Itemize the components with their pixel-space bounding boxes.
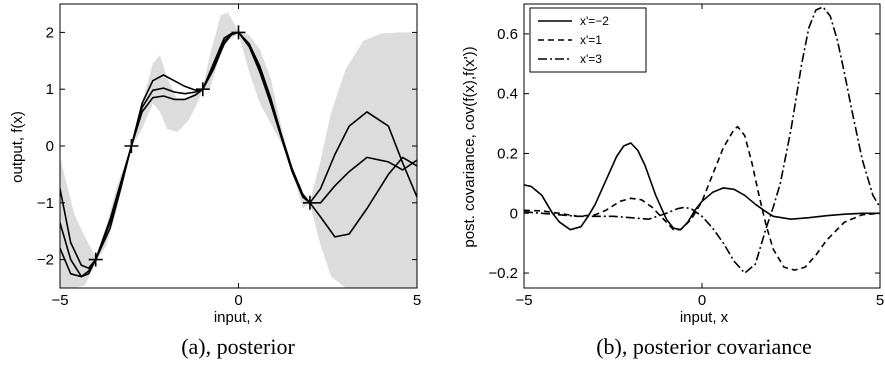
posterior-xlabel: input, x <box>214 309 263 326</box>
y-tick-label: 0 <box>510 205 518 222</box>
series-line-1 <box>524 142 880 231</box>
confidence-band <box>60 12 417 288</box>
legend-label: x'=3 <box>580 52 602 66</box>
covariance-caption: (b), posterior covariance <box>596 334 812 359</box>
covariance-ylabel: post. covariance, cov(f(x),f(x')) <box>461 46 478 247</box>
posterior-chart: −5 0 5 −2 −1 0 1 2 input, x output, f(x) (a), p… <box>9 3 421 359</box>
x-tick-label: 0 <box>234 292 242 309</box>
series-line-3 <box>524 6 880 274</box>
x-tick-label: 0 <box>698 292 706 309</box>
x-tick-label: 5 <box>876 292 884 309</box>
observation-marker <box>195 82 210 97</box>
y-tick-label: 0.4 <box>497 86 518 103</box>
posterior-plot-area: −5 0 5 −2 −1 0 1 2 <box>37 3 421 309</box>
y-tick-label: 0.2 <box>497 145 518 162</box>
series-line-2 <box>524 125 880 271</box>
x-tick-label: −5 <box>51 292 68 309</box>
sample-function-1 <box>60 31 417 269</box>
y-tick-label: −2 <box>37 252 54 269</box>
legend-label: x'=−2 <box>580 14 609 28</box>
y-tick-label: −1 <box>37 195 54 212</box>
covariance-plot-area: −5 0 5 −0.2 0 0.2 0.4 0.6 x'=−2 x'=1 x'=3 <box>488 3 884 309</box>
covariance-xlabel: input, x <box>680 309 729 326</box>
y-tick-label: 0 <box>46 138 54 155</box>
x-tick-label: 5 <box>413 292 421 309</box>
y-tick-label: 2 <box>46 24 54 41</box>
observation-marker <box>231 25 246 40</box>
x-tick-label: −5 <box>515 292 532 309</box>
covariance-chart: −5 0 5 −0.2 0 0.2 0.4 0.6 x'=−2 x'=1 x'=3 input, x… <box>461 3 884 359</box>
legend-label: x'=1 <box>580 33 602 47</box>
y-tick-label: 1 <box>46 81 54 98</box>
observation-marker <box>88 252 103 267</box>
sample-function-3 <box>60 31 417 278</box>
sample-function-2 <box>60 31 417 278</box>
y-tick-label: −0.2 <box>488 265 518 282</box>
legend: x'=−2 x'=1 x'=3 <box>529 7 647 73</box>
plot-marks <box>524 6 880 274</box>
plot-marks <box>60 12 417 288</box>
posterior-caption: (a), posterior <box>181 334 295 359</box>
posterior-ylabel: output, f(x) <box>9 111 26 183</box>
observation-marker <box>124 139 139 153</box>
observation-marker <box>302 195 317 210</box>
y-tick-label: 0.6 <box>497 26 518 43</box>
